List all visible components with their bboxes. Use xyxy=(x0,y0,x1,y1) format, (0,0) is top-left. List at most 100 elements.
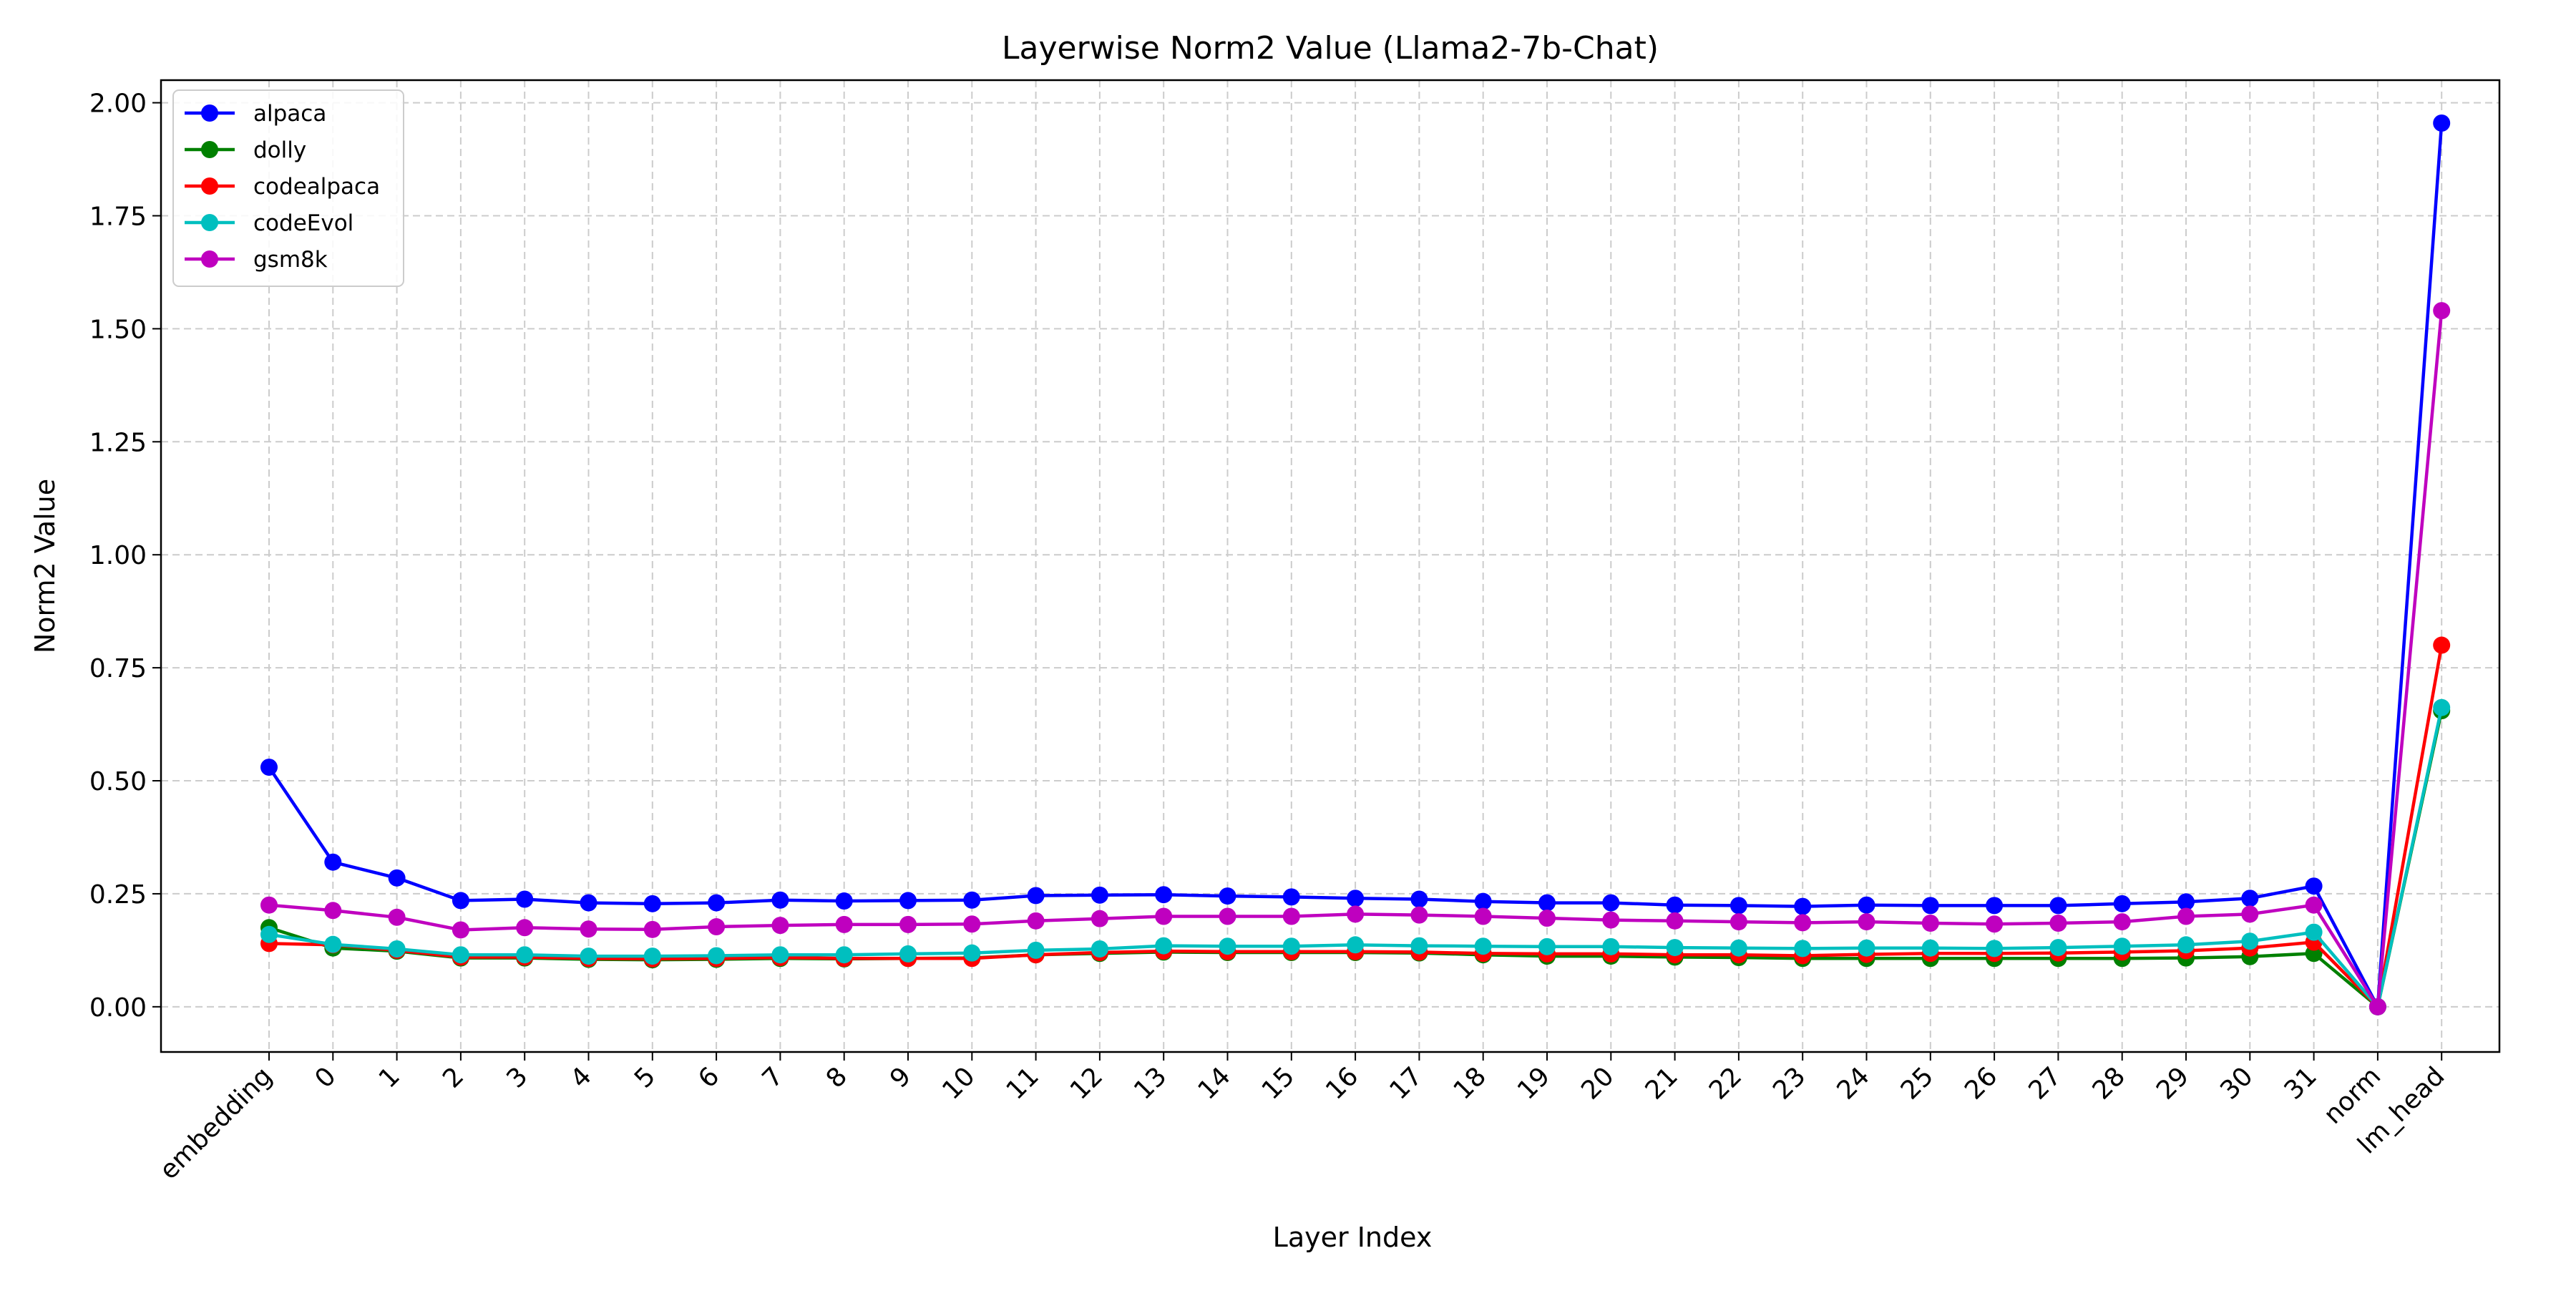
data-point xyxy=(260,925,278,943)
data-point xyxy=(324,902,342,920)
data-point xyxy=(1410,937,1428,955)
data-point xyxy=(1091,910,1108,927)
legend-item-codealpaca: codealpaca xyxy=(185,174,380,200)
data-point xyxy=(1219,887,1236,905)
data-point xyxy=(2433,302,2451,320)
data-point xyxy=(2433,636,2451,654)
data-point xyxy=(452,892,469,910)
plot-frame xyxy=(160,79,2501,1053)
data-point xyxy=(580,920,597,938)
data-point xyxy=(1474,937,1492,955)
data-point xyxy=(963,915,981,933)
data-point xyxy=(1794,940,1812,958)
data-point xyxy=(2177,907,2195,925)
data-point xyxy=(899,945,917,963)
data-point xyxy=(388,869,406,887)
data-point xyxy=(1858,939,1875,957)
y-tick-label: 2.00 xyxy=(89,89,147,119)
data-point xyxy=(580,894,597,912)
data-point xyxy=(324,853,342,871)
data-point xyxy=(963,891,981,909)
data-point xyxy=(708,918,726,936)
y-tick-label: 1.50 xyxy=(89,315,147,344)
data-point xyxy=(2368,998,2386,1015)
data-point xyxy=(2433,698,2451,716)
data-point xyxy=(1410,890,1428,908)
legend-item-alpaca: alpaca xyxy=(185,101,326,127)
data-point xyxy=(1347,890,1365,907)
data-point xyxy=(1602,911,1620,929)
data-point xyxy=(1219,907,1236,925)
data-point xyxy=(1282,907,1300,925)
data-point xyxy=(2113,913,2131,931)
data-point xyxy=(1794,914,1812,932)
y-tick-label: 0.50 xyxy=(89,767,147,796)
data-point xyxy=(2241,905,2259,923)
data-point xyxy=(516,890,534,908)
series-layer xyxy=(260,115,2451,1015)
data-point xyxy=(1474,907,1492,925)
data-point xyxy=(2305,896,2323,914)
data-point xyxy=(771,891,789,909)
chart-title: Layerwise Norm2 Value (Llama2-7b-Chat) xyxy=(1002,30,1659,67)
legend-label: gsm8k xyxy=(253,247,328,273)
data-point xyxy=(1219,937,1236,955)
data-point xyxy=(899,915,917,933)
data-point xyxy=(1986,915,2004,933)
data-point xyxy=(1921,914,1939,932)
data-point xyxy=(1921,897,1939,915)
data-point xyxy=(2113,895,2131,912)
data-point xyxy=(899,892,917,910)
data-point xyxy=(1666,939,1684,957)
data-point xyxy=(1858,896,1875,914)
legend: alpaca dolly codealpaca codeEvol gsm8k xyxy=(172,89,404,287)
legend-marker xyxy=(201,177,218,195)
data-point xyxy=(835,946,853,964)
data-point xyxy=(1858,913,1875,931)
data-point xyxy=(260,896,278,914)
data-point xyxy=(1027,887,1045,905)
legend-item-codeEvol: codeEvol xyxy=(185,210,353,236)
legend-label: dolly xyxy=(253,137,306,163)
data-point xyxy=(708,894,726,912)
data-point xyxy=(1602,894,1620,912)
data-point xyxy=(1729,897,1747,915)
data-point xyxy=(835,892,853,910)
data-point xyxy=(1729,913,1747,931)
x-axis-label: Layer Index xyxy=(1273,1222,1433,1253)
y-tick-label: 0.00 xyxy=(89,993,147,1023)
data-point xyxy=(643,947,661,965)
data-point xyxy=(1921,939,1939,957)
data-point xyxy=(516,946,534,964)
data-point xyxy=(1410,906,1428,924)
data-point xyxy=(1794,897,1812,915)
series-alpaca xyxy=(260,115,2451,1015)
legend-marker xyxy=(201,214,218,231)
legend-label: codealpaca xyxy=(253,174,380,200)
legend-item-gsm8k: gsm8k xyxy=(185,247,328,273)
data-point xyxy=(324,935,342,953)
data-point xyxy=(2177,893,2195,911)
legend-marker xyxy=(201,104,218,122)
data-point xyxy=(2113,937,2131,955)
legend-item-dolly: dolly xyxy=(185,137,306,163)
data-point xyxy=(835,915,853,933)
data-point xyxy=(2049,914,2067,932)
data-point xyxy=(2433,115,2451,132)
data-point xyxy=(1027,912,1045,930)
data-point xyxy=(1602,937,1620,955)
data-point xyxy=(2049,939,2067,957)
data-point xyxy=(1155,937,1173,955)
data-point xyxy=(1538,910,1556,927)
data-point xyxy=(1986,940,2004,958)
data-point xyxy=(2177,936,2195,954)
data-point xyxy=(643,895,661,912)
data-point xyxy=(1986,897,2004,915)
y-tick-label: 1.00 xyxy=(89,541,147,570)
y-axis-label: Norm2 Value xyxy=(29,479,61,653)
data-point xyxy=(2241,890,2259,907)
data-point xyxy=(580,947,597,965)
